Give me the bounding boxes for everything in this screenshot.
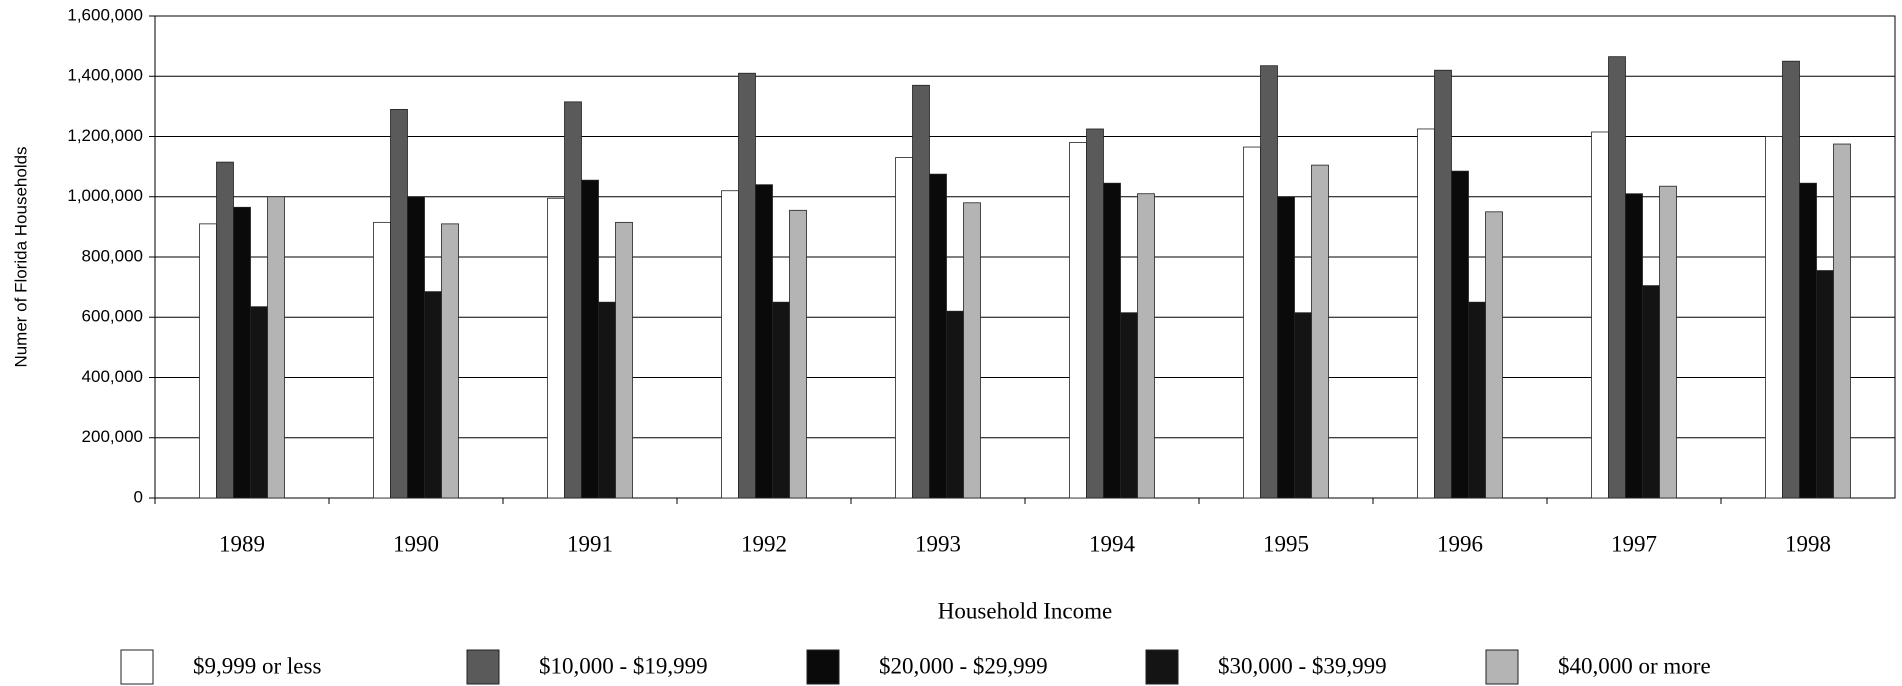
bar — [1799, 182, 1817, 499]
bar — [789, 209, 807, 499]
bar — [895, 157, 913, 499]
legend-swatch — [806, 649, 840, 685]
bar — [738, 72, 756, 499]
x-tick-label: 1989 — [219, 531, 265, 556]
y-tick-label: 1,600,000 — [67, 5, 143, 24]
bar — [1625, 193, 1643, 499]
bar — [1451, 170, 1469, 499]
x-tick-label: 1992 — [741, 531, 787, 556]
x-tick-label: 1991 — [567, 531, 613, 556]
y-tick-label: 600,000 — [82, 307, 143, 326]
y-tick-label: 200,000 — [82, 427, 143, 446]
bar — [233, 206, 251, 499]
bar — [1434, 69, 1452, 499]
bar — [216, 161, 234, 499]
bar — [1086, 128, 1104, 499]
x-tick-label: 1990 — [393, 531, 439, 556]
bar — [946, 310, 964, 499]
x-axis-title: Household Income — [938, 598, 1112, 623]
y-tick-label: 400,000 — [82, 367, 143, 386]
x-tick-label: 1996 — [1437, 531, 1483, 556]
bar — [1137, 193, 1155, 499]
legend-swatch — [1145, 649, 1179, 685]
x-tick-label: 1997 — [1611, 531, 1657, 556]
bar — [1311, 164, 1329, 499]
bar — [407, 196, 425, 499]
bar — [1782, 60, 1800, 499]
bar — [615, 221, 633, 499]
bar — [1294, 312, 1312, 499]
legend-swatch — [466, 649, 500, 685]
bar — [1642, 285, 1660, 499]
y-tick-label: 1,400,000 — [67, 66, 143, 85]
bar — [1103, 182, 1121, 499]
legend-swatch — [120, 649, 154, 685]
bar — [1243, 146, 1261, 499]
bar — [564, 101, 582, 499]
bar — [199, 223, 217, 499]
y-tick-label: 1,200,000 — [67, 126, 143, 145]
bar — [1485, 211, 1503, 499]
bar — [912, 84, 930, 499]
legend-label: $20,000 - $29,999 — [879, 653, 1048, 678]
y-tick-label: 1,000,000 — [67, 186, 143, 205]
x-tick-label: 1994 — [1089, 531, 1136, 556]
legend-label: $30,000 - $39,999 — [1218, 653, 1387, 678]
bar — [441, 223, 459, 499]
bar — [1833, 143, 1851, 499]
bar — [1765, 136, 1783, 499]
bar — [250, 306, 268, 499]
legend-swatch — [1485, 649, 1519, 685]
x-tick-label: 1995 — [1263, 531, 1309, 556]
bar — [547, 197, 565, 499]
bar — [581, 179, 599, 499]
bar — [267, 196, 285, 499]
legend-label: $9,999 or less — [193, 653, 321, 678]
bar — [755, 184, 773, 499]
x-tick-label: 1998 — [1785, 531, 1831, 556]
y-tick-label: 0 — [134, 487, 143, 506]
bar — [721, 190, 739, 499]
y-axis-title: Numer of Florida Households — [11, 146, 30, 367]
x-tick-label: 1993 — [915, 531, 961, 556]
bar — [1417, 128, 1435, 499]
bar — [424, 291, 442, 499]
bar — [1120, 312, 1138, 499]
bar — [1608, 56, 1626, 499]
bar — [929, 173, 947, 499]
bar — [1659, 185, 1677, 499]
bar — [963, 202, 981, 499]
bar — [373, 221, 391, 499]
bar — [1260, 65, 1278, 499]
bar — [1468, 301, 1486, 499]
bar — [1816, 270, 1834, 499]
bar — [1591, 131, 1609, 499]
bar — [390, 108, 408, 499]
bar — [598, 301, 616, 499]
legend-label: $40,000 or more — [1558, 653, 1711, 678]
bar — [1069, 142, 1087, 499]
y-tick-label: 800,000 — [82, 246, 143, 265]
bar — [772, 301, 790, 499]
bar — [1277, 196, 1295, 499]
legend-label: $10,000 - $19,999 — [539, 653, 708, 678]
